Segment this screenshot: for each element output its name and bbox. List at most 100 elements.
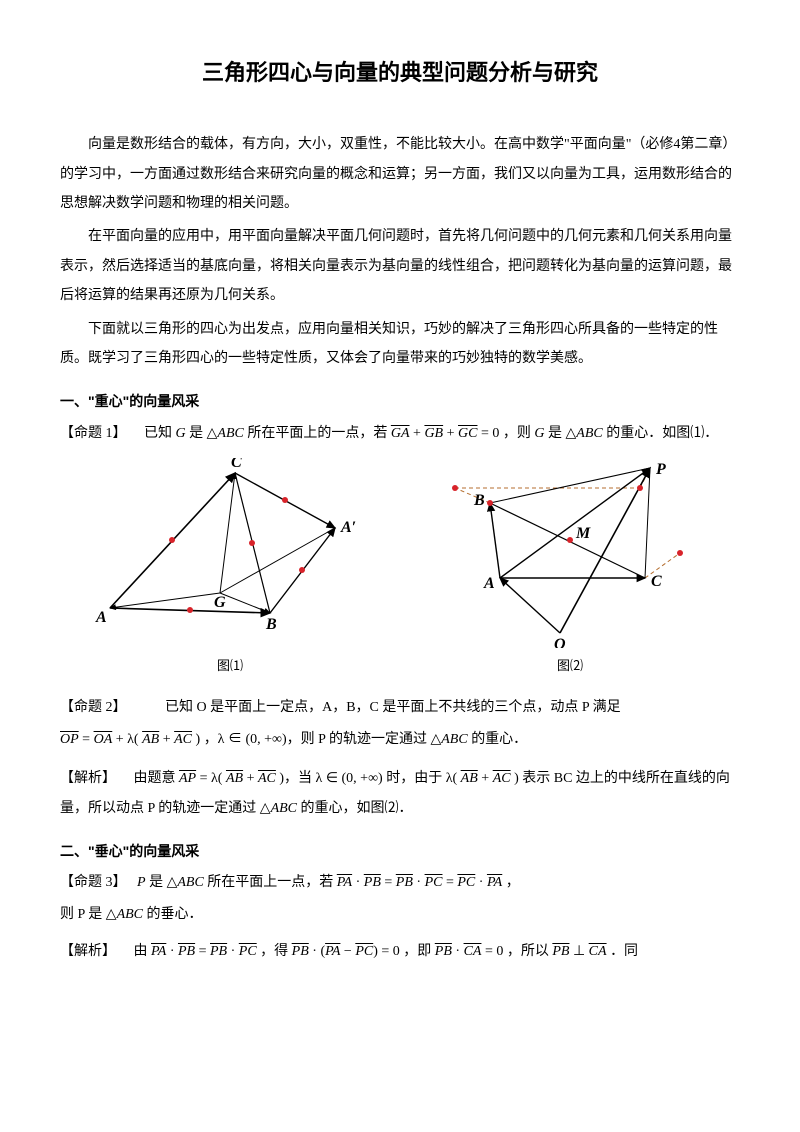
prop1-plus1: +: [413, 426, 424, 441]
ana2-eq1: = λ(: [200, 771, 223, 786]
prop2-abc: ABC: [441, 732, 467, 747]
prop3-tag: 【命题 3】: [60, 875, 127, 890]
prop3-l2a: 则 P 是: [60, 907, 106, 922]
ana3-tag: 【解析】: [60, 944, 116, 959]
prop2-tail: 的重心．: [471, 732, 527, 747]
ana2-ap: AP: [179, 771, 196, 786]
proposition-2-line2: OP = OA + λ( AB + AC ) ，λ ∈ (0, +∞)，则 P …: [60, 725, 740, 754]
ana2-ac2: AC: [493, 771, 511, 786]
prop1-m1: 是: [189, 426, 207, 441]
ana2-plus2: +: [481, 771, 492, 786]
prop1-plus2: +: [447, 426, 458, 441]
prop2-body: 已知 O 是平面上一定点，A，B，C 是平面上不共线的三个点，动点 P 满足: [165, 700, 621, 715]
ana3-pc2: PC: [355, 944, 373, 959]
prop2-tag: 【命题 2】: [60, 700, 127, 715]
intro-para-3: 下面就以三角形的四心为出发点，应用向量相关知识，巧妙的解决了三角形四心所具备的一…: [60, 315, 740, 374]
ana3-m3: ，所以: [507, 944, 553, 959]
proposition-3-line2: 则 P 是 △ABC 的垂心．: [60, 900, 740, 929]
ana3-pb4: PB: [435, 944, 452, 959]
prop3-abc2: ABC: [117, 907, 143, 922]
ana3-ca: CA: [464, 944, 482, 959]
prop1-abc: ABC: [217, 426, 243, 441]
prop1-g2: G: [534, 426, 544, 441]
ana2-pre: 由题意: [134, 771, 180, 786]
svg-text:A: A: [95, 609, 107, 626]
figure-captions: 图⑴ 图⑵: [60, 652, 740, 679]
prop3-pc2: PC: [457, 875, 475, 890]
proposition-3: 【命题 3】 PP 是 是 △ABC 所在平面上一点，若 PA · PB = P…: [60, 868, 740, 897]
svg-text:M: M: [575, 525, 591, 542]
prop1-tri: △: [207, 426, 218, 441]
analysis-2: 【解析】 由题意 AP = λ( AB + AC )，当 λ ∈ (0, +∞)…: [60, 764, 740, 823]
prop3-abc: ABC: [177, 875, 203, 890]
prop1-ga: GA: [391, 426, 410, 441]
prop1-g: G: [176, 426, 186, 441]
ana2-abc: ABC: [271, 801, 297, 816]
prop1-m2: 所在平面上的一点，若: [247, 426, 391, 441]
ana3-tail: ．同: [610, 944, 638, 959]
prop3-pb: PB: [364, 875, 381, 890]
figure-2: O A B C P M: [430, 458, 710, 648]
prop1-gc: GC: [458, 426, 477, 441]
svg-text:A: A: [483, 575, 495, 592]
prop1-m4: 是: [548, 426, 566, 441]
svg-text:G: G: [214, 594, 226, 611]
ana2-tag: 【解析】: [60, 771, 116, 786]
intro-para-2: 在平面向量的应用中，用平面向量解决平面几何问题时，首先将几何问题中的几何元素和几…: [60, 222, 740, 310]
prop1-gb: GB: [424, 426, 443, 441]
section-2-heading: 二、"垂心"的向量风采: [60, 837, 740, 866]
prop3-pc: PC: [425, 875, 443, 890]
prop1-tail: 的重心．如图⑴．: [606, 426, 718, 441]
ana3-pre: 由: [134, 944, 152, 959]
figures-row: A B C G A′ O A B C P M: [60, 458, 740, 648]
figure-1: A B C G A′: [90, 458, 370, 648]
svg-text:C: C: [231, 458, 242, 471]
prop3-tail: ，: [506, 875, 520, 890]
svg-text:B: B: [265, 616, 277, 633]
figcap-1: 图⑴: [217, 652, 243, 679]
ana3-pa: PA: [151, 944, 166, 959]
svg-text:O: O: [554, 636, 566, 648]
section-1-heading: 一、"重心"的向量风采: [60, 387, 740, 416]
prop2-ab: AB: [142, 732, 159, 747]
prop2-mid: ，λ ∈ (0, +∞)，则 P 的轨迹一定通过: [204, 732, 431, 747]
ana3-m1: ，得: [260, 944, 292, 959]
prop3-l2b: 的垂心．: [147, 907, 203, 922]
intro-para-1: 向量是数形结合的载体，有方向，大小，双重性，不能比较大小。在高中数学"平面向量"…: [60, 130, 740, 218]
ana2-ac: AC: [258, 771, 276, 786]
svg-text:C: C: [651, 573, 662, 590]
proposition-1: 【命题 1】 已知 G 是 △ABC 所在平面上的一点，若 GA + GB + …: [60, 419, 740, 448]
figcap-2: 图⑵: [557, 652, 583, 679]
prop1-eq0: = 0: [481, 426, 499, 441]
proposition-2: 【命题 2】 已知 O 是平面上一定点，A，B，C 是平面上不共线的三个点，动点…: [60, 693, 740, 722]
ana3-pb: PB: [178, 944, 195, 959]
ana3-pb2: PB: [210, 944, 227, 959]
ana2-tail: 的重心，如图⑵．: [301, 801, 413, 816]
ana2-ab2: AB: [461, 771, 478, 786]
svg-text:P: P: [655, 461, 666, 478]
ana2-ab: AB: [226, 771, 243, 786]
prop3-pb2: PB: [396, 875, 413, 890]
ana3-pa2: PA: [325, 944, 340, 959]
prop3-mid: 所在平面上一点，若: [207, 875, 337, 890]
prop3-pa2: PA: [487, 875, 502, 890]
ana3-pb3: PB: [292, 944, 309, 959]
prop1-tag: 【命题 1】: [60, 426, 127, 441]
prop3-pa: PA: [337, 875, 352, 890]
ana3-m2: ，即: [403, 944, 435, 959]
analysis-3: 【解析】 由 PA · PB = PB · PC ，得 PB · (PA − P…: [60, 937, 740, 966]
prop1-m3: ，则: [503, 426, 535, 441]
page-title: 三角形四心与向量的典型问题分析与研究: [60, 50, 740, 96]
prop2-op: OP: [60, 732, 79, 747]
ana3-ca2: CA: [589, 944, 607, 959]
prop1-abc2: ABC: [576, 426, 602, 441]
ana3-pb5: PB: [552, 944, 569, 959]
prop2-oa: OA: [94, 732, 113, 747]
prop2-ac: AC: [174, 732, 192, 747]
ana2-plus: +: [247, 771, 258, 786]
svg-text:B: B: [473, 492, 485, 509]
ana2-eq2: )，当 λ ∈ (0, +∞) 时，由于 λ(: [279, 771, 457, 786]
ana3-pc: PC: [239, 944, 257, 959]
svg-text:A′: A′: [340, 519, 356, 536]
prop1-pre: 已知: [144, 426, 172, 441]
